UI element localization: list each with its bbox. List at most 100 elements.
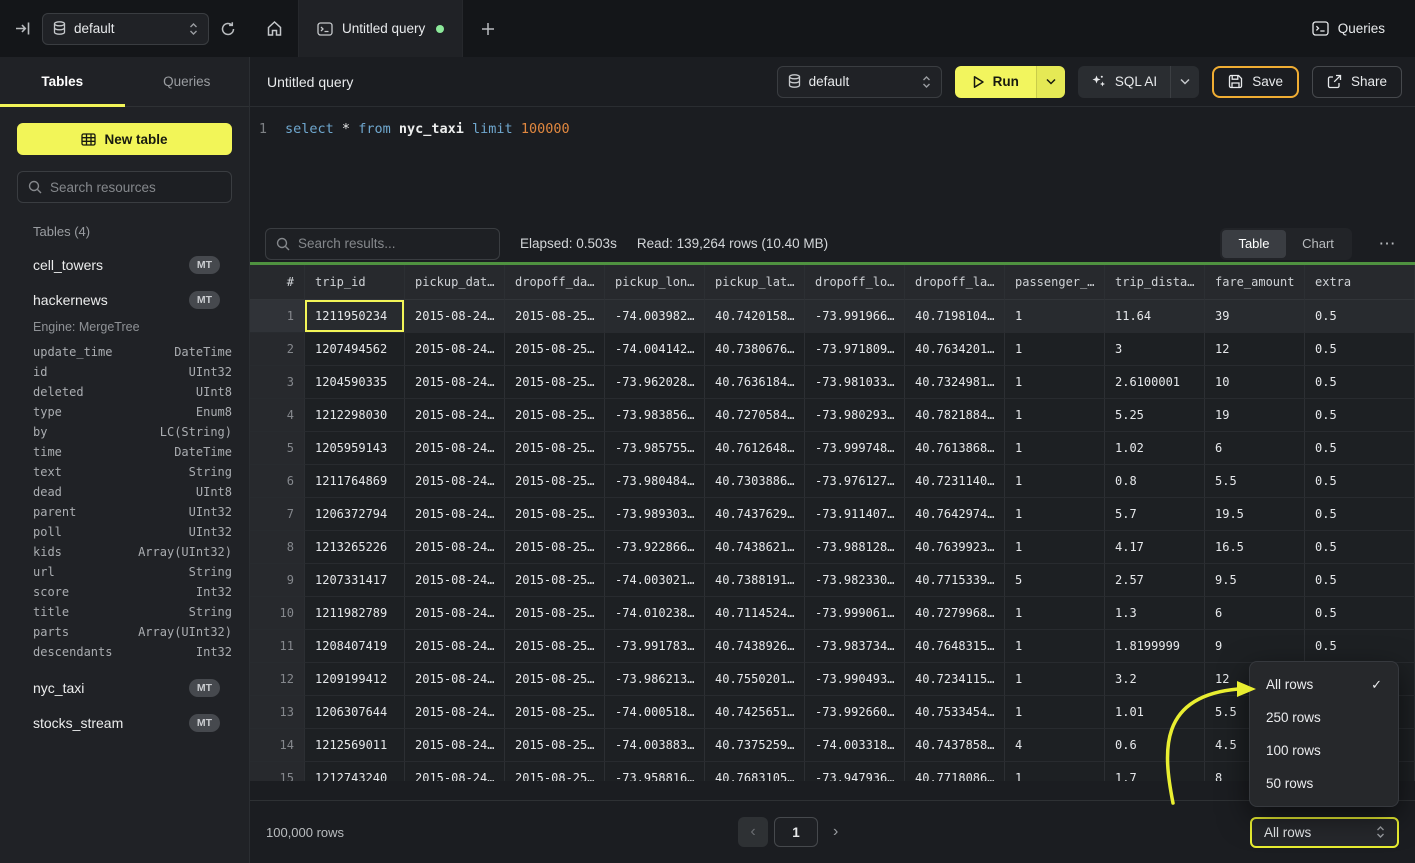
table-cell[interactable]: 40.7114524… bbox=[705, 597, 805, 630]
table-cell[interactable]: 1.8199999 bbox=[1105, 630, 1205, 663]
table-cell[interactable]: 4.17 bbox=[1105, 531, 1205, 564]
table-cell[interactable]: 2015-08-24… bbox=[405, 696, 505, 729]
sidebar-table-item[interactable]: nyc_taxi MT bbox=[17, 679, 232, 697]
refresh-icon[interactable] bbox=[220, 21, 236, 37]
table-cell[interactable]: 40.7437858… bbox=[905, 729, 1005, 762]
table-cell[interactable]: 2015-08-25… bbox=[505, 564, 605, 597]
table-cell[interactable]: 2015-08-25… bbox=[505, 366, 605, 399]
table-cell[interactable]: 2015-08-24… bbox=[405, 300, 505, 333]
table-cell[interactable]: -73.981033… bbox=[805, 366, 905, 399]
table-cell[interactable]: 40.7388191… bbox=[705, 564, 805, 597]
table-row[interactable]: 1 1211950234 2015-08-24… 2015-08-25… -74.003… bbox=[250, 300, 1415, 333]
table-cell[interactable]: 40.7683105… bbox=[705, 762, 805, 781]
table-cell[interactable]: 3 bbox=[1105, 333, 1205, 366]
table-cell[interactable]: 40.7270584… bbox=[705, 399, 805, 432]
page-size-option[interactable]: 250 rows bbox=[1250, 701, 1398, 734]
table-row[interactable]: 12 1209199412 2015-08-24… 2015-08-25… -73.98… bbox=[250, 663, 1415, 696]
table-row[interactable]: 10 1211982789 2015-08-24… 2015-08-25… -74.01… bbox=[250, 597, 1415, 630]
column-header-index[interactable]: # bbox=[250, 265, 305, 300]
table-cell[interactable]: 0.5 bbox=[1305, 597, 1415, 630]
table-cell[interactable]: 1 bbox=[1005, 762, 1105, 781]
view-toggle-table[interactable]: Table bbox=[1222, 229, 1286, 258]
table-cell[interactable]: 2015-08-24… bbox=[405, 531, 505, 564]
table-cell[interactable]: 40.7636184… bbox=[705, 366, 805, 399]
table-cell[interactable]: 1207331417 bbox=[305, 564, 405, 597]
table-cell[interactable]: 4 bbox=[1005, 729, 1105, 762]
column-header-pickup_lon[interactable]: pickup_lon… bbox=[605, 265, 705, 300]
run-options-button[interactable] bbox=[1035, 65, 1065, 98]
tab-untitled-query[interactable]: Untitled query bbox=[298, 0, 464, 57]
table-cell[interactable]: 3.2 bbox=[1105, 663, 1205, 696]
table-cell[interactable]: 40.7324981… bbox=[905, 366, 1005, 399]
table-cell[interactable]: 40.7438621… bbox=[705, 531, 805, 564]
table-cell[interactable]: 2015-08-24… bbox=[405, 366, 505, 399]
table-cell[interactable]: 16.5 bbox=[1205, 531, 1305, 564]
table-cell[interactable]: -73.990493… bbox=[805, 663, 905, 696]
table-cell[interactable]: -73.989303… bbox=[605, 498, 705, 531]
table-cell[interactable]: 40.7438926… bbox=[705, 630, 805, 663]
table-cell[interactable]: -73.947936… bbox=[805, 762, 905, 781]
table-cell[interactable]: 2015-08-25… bbox=[505, 531, 605, 564]
column-header-pickup_lat[interactable]: pickup_lat… bbox=[705, 265, 805, 300]
table-cell[interactable]: 40.7234115… bbox=[905, 663, 1005, 696]
table-cell[interactable]: 0.6 bbox=[1105, 729, 1205, 762]
table-cell[interactable]: 2015-08-25… bbox=[505, 762, 605, 781]
table-cell[interactable]: -74.003021… bbox=[605, 564, 705, 597]
table-cell[interactable]: -74.003982… bbox=[605, 300, 705, 333]
table-cell[interactable]: 1 bbox=[1005, 696, 1105, 729]
table-cell[interactable]: 0.5 bbox=[1305, 333, 1415, 366]
page-size-option[interactable]: 100 rows bbox=[1250, 734, 1398, 767]
save-button[interactable]: Save bbox=[1212, 65, 1299, 98]
table-cell[interactable]: 40.7634201… bbox=[905, 333, 1005, 366]
table-cell[interactable]: 6 bbox=[1205, 432, 1305, 465]
page-size-option[interactable]: All rows ✓ bbox=[1250, 668, 1398, 701]
sidebar-table-item[interactable]: cell_towers MT bbox=[17, 256, 232, 274]
table-cell[interactable]: -73.983734… bbox=[805, 630, 905, 663]
table-cell[interactable]: 1.7 bbox=[1105, 762, 1205, 781]
table-cell[interactable]: -74.004142… bbox=[605, 333, 705, 366]
results-search-input[interactable] bbox=[298, 236, 489, 251]
table-cell[interactable]: 10 bbox=[1205, 366, 1305, 399]
table-cell[interactable]: 1 bbox=[1005, 663, 1105, 696]
column-header-trip_dista[interactable]: trip_dista… bbox=[1105, 265, 1205, 300]
table-cell[interactable]: -74.003318… bbox=[805, 729, 905, 762]
table-cell[interactable]: -73.985755… bbox=[605, 432, 705, 465]
table-cell[interactable]: 2015-08-25… bbox=[505, 663, 605, 696]
table-cell[interactable]: -73.992660… bbox=[805, 696, 905, 729]
table-row[interactable]: 3 1204590335 2015-08-24… 2015-08-25… -73.962… bbox=[250, 366, 1415, 399]
queries-link[interactable]: Queries bbox=[1337, 21, 1385, 36]
table-cell[interactable]: -74.010238… bbox=[605, 597, 705, 630]
table-cell[interactable]: 2015-08-25… bbox=[505, 498, 605, 531]
table-cell[interactable]: 2015-08-25… bbox=[505, 333, 605, 366]
next-page-button[interactable]: › bbox=[833, 823, 839, 840]
table-cell[interactable]: 40.7231140… bbox=[905, 465, 1005, 498]
sidebar-tab-queries[interactable]: Queries bbox=[163, 74, 211, 89]
table-cell[interactable]: -73.986213… bbox=[605, 663, 705, 696]
table-cell[interactable]: 40.7718086… bbox=[905, 762, 1005, 781]
table-row[interactable]: 7 1206372794 2015-08-24… 2015-08-25… -73.989… bbox=[250, 498, 1415, 531]
table-cell[interactable]: 2.6100001 bbox=[1105, 366, 1205, 399]
column-header-dropoff_lo[interactable]: dropoff_lo… bbox=[805, 265, 905, 300]
table-cell[interactable]: 1211764869 bbox=[305, 465, 405, 498]
table-row[interactable]: 9 1207331417 2015-08-24… 2015-08-25… -74.003… bbox=[250, 564, 1415, 597]
table-cell[interactable]: 40.7639923… bbox=[905, 531, 1005, 564]
current-page[interactable]: 1 bbox=[774, 817, 818, 847]
sidebar-search-input[interactable] bbox=[50, 179, 221, 195]
table-cell[interactable]: 1208407419 bbox=[305, 630, 405, 663]
table-cell[interactable]: 5.5 bbox=[1205, 465, 1305, 498]
table-cell[interactable]: 2015-08-24… bbox=[405, 432, 505, 465]
new-tab-button[interactable] bbox=[463, 0, 513, 57]
table-cell[interactable]: 1213265226 bbox=[305, 531, 405, 564]
database-selector[interactable]: default bbox=[42, 12, 209, 45]
table-cell[interactable]: 1212569011 bbox=[305, 729, 405, 762]
column-header-dropoff_la[interactable]: dropoff_la… bbox=[905, 265, 1005, 300]
table-cell[interactable]: 0.5 bbox=[1305, 366, 1415, 399]
table-cell[interactable]: 40.7821884… bbox=[905, 399, 1005, 432]
table-cell[interactable]: 2015-08-24… bbox=[405, 597, 505, 630]
table-cell[interactable]: 2015-08-24… bbox=[405, 663, 505, 696]
table-cell[interactable]: 0.5 bbox=[1305, 531, 1415, 564]
table-cell[interactable]: 9.5 bbox=[1205, 564, 1305, 597]
column-header-extra[interactable]: extra bbox=[1305, 265, 1415, 300]
table-cell[interactable]: 2015-08-25… bbox=[505, 399, 605, 432]
table-cell[interactable]: 5.25 bbox=[1105, 399, 1205, 432]
